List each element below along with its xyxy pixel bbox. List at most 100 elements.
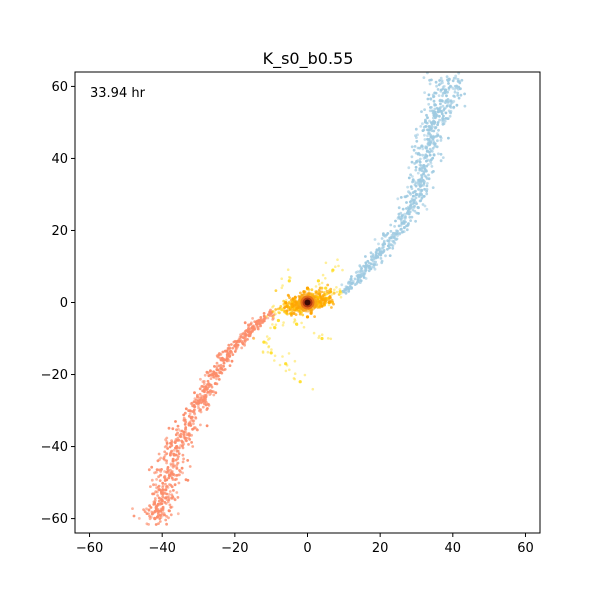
particle-point [442, 117, 445, 121]
particle-point [215, 377, 218, 381]
particle-point [405, 201, 408, 204]
particle-point [267, 338, 270, 341]
particle-point [420, 110, 423, 113]
particle-point [159, 473, 163, 477]
particle-point [408, 210, 412, 214]
particle-point [187, 443, 190, 446]
particle-point [349, 277, 353, 281]
particle-point [413, 204, 416, 208]
particle-point [155, 486, 159, 490]
particle-point [425, 146, 428, 149]
particle-point [439, 76, 443, 80]
particle-point [230, 351, 234, 354]
particle-point [167, 476, 171, 480]
particle-point [449, 99, 453, 103]
particle-point [415, 136, 418, 140]
particle-point [169, 453, 172, 457]
particle-point [204, 395, 208, 399]
particle-point [457, 87, 460, 91]
particle-point [207, 383, 211, 386]
particle-point [285, 305, 289, 308]
particle-point [193, 391, 196, 395]
particle-point [318, 283, 321, 286]
particle-point [259, 316, 263, 319]
particle-point [407, 166, 411, 170]
particle-point [406, 185, 409, 189]
particle-point [180, 444, 184, 448]
particle-point [463, 92, 466, 96]
particle-point [131, 507, 134, 510]
particle-point [391, 234, 395, 238]
particle-point [423, 120, 427, 124]
particle-point [425, 189, 428, 193]
particle-point [281, 323, 285, 327]
particle-point [165, 452, 169, 455]
particle-point [396, 229, 399, 233]
particle-point [154, 483, 158, 487]
particle-point [164, 518, 168, 522]
particle-point [163, 500, 167, 504]
particle-point [176, 457, 180, 461]
particle-point [337, 293, 341, 296]
particle-point [432, 153, 436, 157]
particle-point [429, 97, 433, 101]
particle-point [294, 303, 298, 307]
particle-point [206, 390, 210, 394]
particle-point [246, 329, 250, 332]
particle-point [187, 436, 191, 440]
particle-point [278, 363, 282, 367]
particle-point [414, 168, 418, 172]
particle-point [371, 253, 375, 256]
particle-point [182, 413, 186, 417]
particle-point [190, 433, 194, 437]
particle-point [424, 125, 427, 128]
particle-point [377, 246, 381, 250]
particle-point [361, 270, 365, 274]
data-point [189, 416, 193, 420]
particle-point [170, 444, 174, 447]
particle-point [324, 261, 328, 265]
particle-point [217, 353, 221, 356]
particle-point [191, 410, 194, 413]
particle-point [172, 448, 176, 452]
particle-point [169, 513, 173, 517]
y-tick-label: −60 [41, 512, 68, 527]
particle-point [132, 514, 136, 518]
particle-point [316, 292, 320, 296]
particle-point [290, 313, 294, 316]
particle-point [209, 370, 213, 373]
particle-point [145, 507, 148, 511]
particle-point [407, 176, 411, 180]
data-point [273, 326, 277, 330]
particle-point [170, 496, 174, 500]
particle-point [439, 135, 442, 139]
particle-point [434, 91, 438, 95]
particle-point [177, 452, 181, 455]
particle-point [212, 375, 216, 379]
particle-point [165, 522, 169, 526]
particle-point [370, 265, 374, 269]
particle-point [427, 173, 430, 177]
particle-point [213, 365, 216, 368]
particle-point [416, 133, 419, 137]
particle-point [204, 403, 208, 407]
data-point [342, 290, 346, 294]
y-tick-label: 0 [60, 296, 68, 311]
particle-point [189, 402, 193, 405]
particle-point [150, 465, 154, 469]
particle-point [202, 395, 206, 399]
particle-point [430, 124, 434, 128]
particle-point [193, 405, 197, 409]
particle-point [170, 485, 174, 489]
particle-point [182, 442, 186, 446]
particle-point [207, 404, 211, 407]
particle-point [161, 493, 165, 496]
particle-point [423, 187, 426, 191]
particle-point [337, 264, 340, 268]
y-tick-label: 60 [51, 80, 68, 95]
particle-point [172, 489, 175, 492]
particle-point [285, 309, 289, 313]
particle-point [420, 184, 424, 187]
particle-point [335, 290, 339, 294]
particle-point [157, 475, 161, 479]
